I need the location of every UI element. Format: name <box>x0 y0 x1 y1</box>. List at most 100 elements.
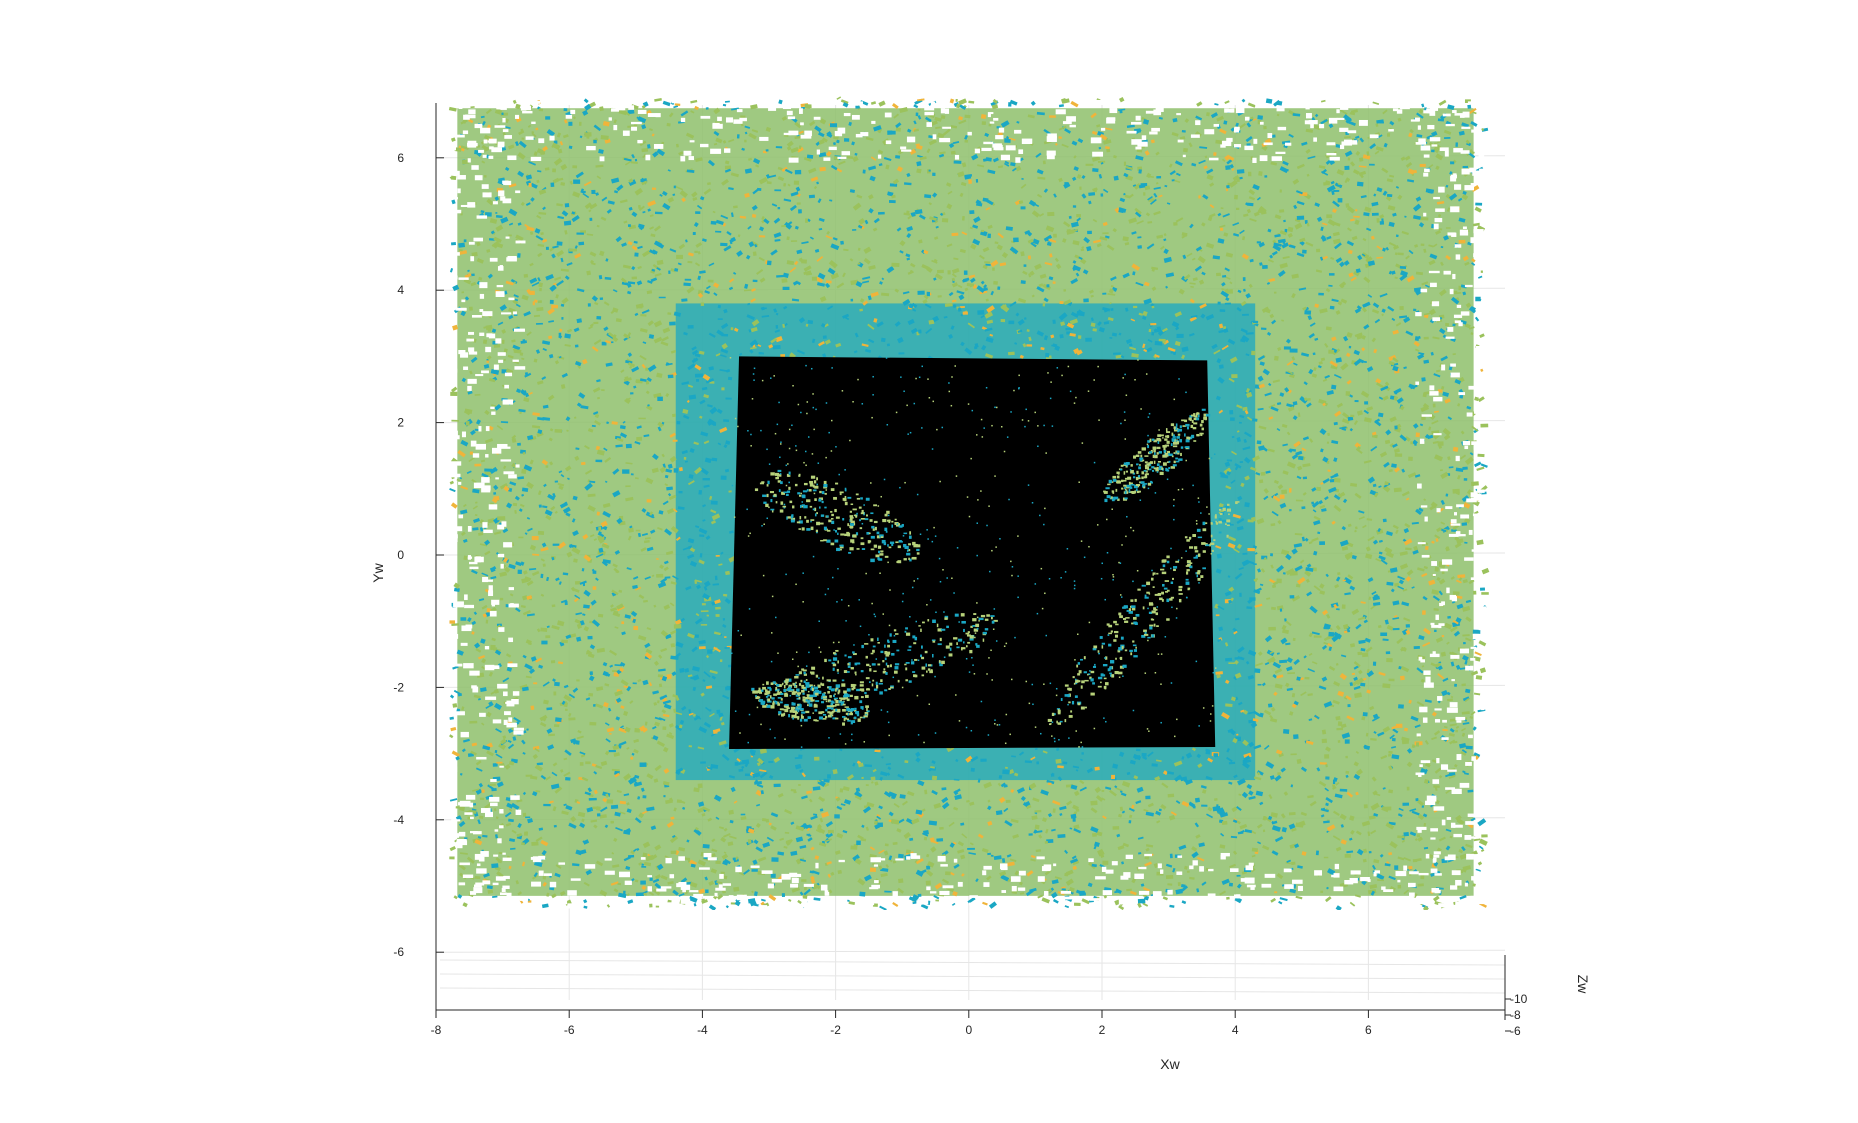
cloud-point <box>572 165 578 169</box>
cloud-point <box>481 604 488 610</box>
cloud-point <box>1318 292 1324 296</box>
cloud-point <box>595 459 603 463</box>
cloud-point <box>1004 138 1011 143</box>
cloud-point <box>589 217 593 221</box>
cloud-point <box>572 191 581 198</box>
cloud-point <box>1177 882 1181 886</box>
cloud-point <box>576 679 580 682</box>
cloud-point <box>1324 496 1329 501</box>
cloud-point <box>1452 488 1460 494</box>
cloud-point <box>1167 883 1173 886</box>
cloud-point <box>1344 739 1350 744</box>
cloud-point <box>1436 576 1441 582</box>
cloud-point <box>716 709 721 714</box>
cloud-point <box>781 278 788 283</box>
cloud-point <box>1478 845 1484 850</box>
cloud-point <box>1302 476 1308 480</box>
cloud-point <box>962 311 968 315</box>
cloud-point <box>1300 691 1307 697</box>
cloud-point <box>1041 897 1050 904</box>
cloud-point <box>870 101 877 105</box>
cloud-point <box>535 322 543 325</box>
cloud-point <box>777 206 781 210</box>
cloud-point <box>556 249 565 257</box>
cloud-point <box>1252 544 1258 549</box>
cloud-point <box>552 492 556 498</box>
cloud-point <box>541 640 548 645</box>
cloud-point <box>1403 856 1411 862</box>
cloud-point <box>501 369 508 374</box>
cloud-point <box>1389 841 1398 849</box>
cloud-point <box>1046 241 1052 247</box>
cloud-point <box>631 276 637 280</box>
cloud-point <box>797 899 802 905</box>
cloud-point <box>915 112 919 117</box>
cloud-point <box>770 873 776 878</box>
cloud-point <box>951 902 956 906</box>
cloud-point <box>1376 218 1380 223</box>
cloud-point <box>1079 186 1082 190</box>
cloud-point <box>993 280 998 285</box>
cloud-point <box>727 376 733 381</box>
cloud-point <box>1135 748 1141 752</box>
cloud-point <box>477 836 482 839</box>
cloud-point <box>850 845 858 850</box>
cloud-point <box>1151 331 1155 336</box>
cloud-point <box>451 419 459 422</box>
cloud-point <box>641 249 651 258</box>
cloud-point <box>531 535 539 541</box>
cloud-point <box>452 324 459 331</box>
cloud-point <box>986 319 994 324</box>
cloud-point <box>1072 205 1077 208</box>
cloud-point <box>774 189 782 192</box>
cloud-point <box>1059 334 1064 339</box>
cloud-point <box>1372 661 1377 666</box>
cloud-point <box>1336 727 1343 731</box>
cloud-point <box>679 667 685 673</box>
cloud-point <box>917 779 925 787</box>
cloud-point <box>888 811 894 817</box>
cloud-point <box>599 814 607 819</box>
cloud-point <box>620 369 625 373</box>
cloud-point <box>553 157 563 166</box>
cloud-point <box>611 768 620 772</box>
cloud-point <box>1463 478 1468 481</box>
cloud-point <box>531 841 539 846</box>
cloud-point <box>610 804 619 809</box>
cloud-point <box>1476 539 1484 546</box>
cloud-point <box>673 624 682 629</box>
cloud-point <box>1328 273 1335 276</box>
cloud-point <box>1473 461 1482 468</box>
cloud-point <box>1222 213 1230 218</box>
cloud-point <box>1356 410 1363 416</box>
cloud-point <box>1459 394 1464 399</box>
cloud-point <box>1397 252 1404 256</box>
cloud-point <box>951 267 960 274</box>
cloud-point <box>1213 152 1217 156</box>
cloud-point <box>481 120 486 126</box>
cloud-point <box>449 734 454 739</box>
cloud-point <box>525 675 532 679</box>
cloud-point <box>563 108 568 112</box>
cloud-point <box>992 267 995 271</box>
cloud-point <box>1413 545 1419 552</box>
cloud-point <box>1371 309 1380 314</box>
cloud-point <box>1064 872 1069 877</box>
cloud-point <box>1128 814 1133 819</box>
cloud-point <box>672 575 679 580</box>
cloud-point <box>1182 147 1189 153</box>
cloud-point <box>1173 222 1178 226</box>
cloud-point <box>1339 813 1347 821</box>
cloud-point <box>449 798 458 802</box>
cloud-point <box>1349 901 1356 907</box>
cloud-point <box>1238 421 1242 424</box>
cloud-point <box>1322 478 1330 484</box>
cloud-point <box>495 212 498 214</box>
cloud-point <box>593 139 597 144</box>
cloud-point <box>760 307 767 310</box>
cloud-point <box>1397 835 1405 839</box>
cloud-point <box>593 824 598 829</box>
cloud-point <box>588 797 597 801</box>
cloud-point <box>491 788 497 792</box>
cloud-point <box>1155 810 1162 816</box>
